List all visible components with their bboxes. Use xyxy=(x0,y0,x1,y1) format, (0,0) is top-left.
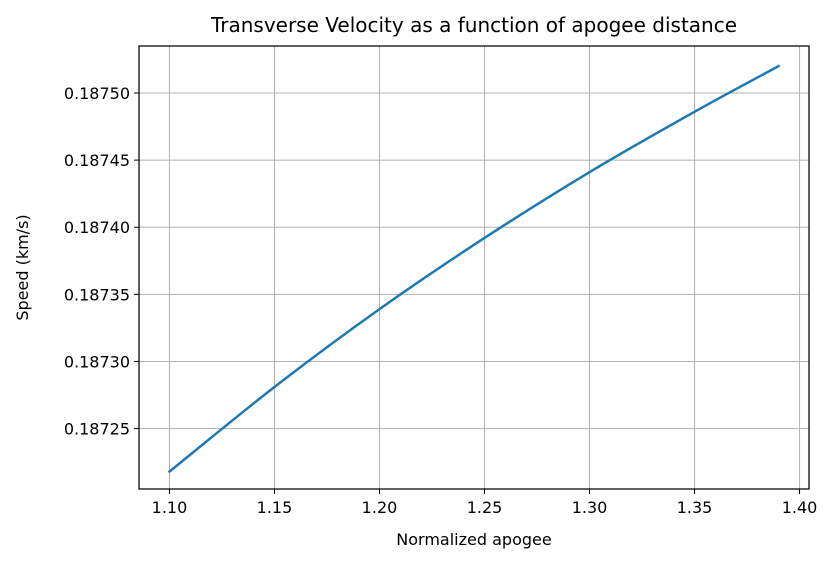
y-tick-label: 0.18735 xyxy=(64,285,130,304)
plot-frame xyxy=(138,45,810,490)
series-layer xyxy=(167,64,781,474)
series-line xyxy=(167,64,781,474)
x-axis: 1.10 1.15 1.20 1.25 1.30 1.35 1.40 xyxy=(152,489,818,517)
grid xyxy=(139,46,809,489)
y-axis: 0.18725 0.18730 0.18735 0.18740 0.18745 0.187… xyxy=(64,84,139,439)
x-tick-label: 1.40 xyxy=(782,498,818,517)
y-tick-label: 0.18725 xyxy=(64,420,130,439)
y-axis-label: Speed (km/s) xyxy=(13,214,32,320)
x-axis-label: Normalized apogee xyxy=(396,530,551,549)
y-tick-label: 0.18745 xyxy=(64,151,130,170)
x-tick-label: 1.35 xyxy=(677,498,713,517)
x-tick-label: 1.30 xyxy=(572,498,608,517)
x-tick-label: 1.10 xyxy=(152,498,188,517)
y-tick-label: 0.18740 xyxy=(64,218,130,237)
x-tick-label: 1.15 xyxy=(257,498,293,517)
plot-area xyxy=(139,46,809,489)
chart-title: Transverse Velocity as a function of apo… xyxy=(210,13,737,37)
y-tick-label: 0.18730 xyxy=(64,352,130,371)
y-tick-label: 0.18750 xyxy=(64,84,130,103)
x-tick-label: 1.20 xyxy=(362,498,398,517)
x-tick-label: 1.25 xyxy=(467,498,503,517)
